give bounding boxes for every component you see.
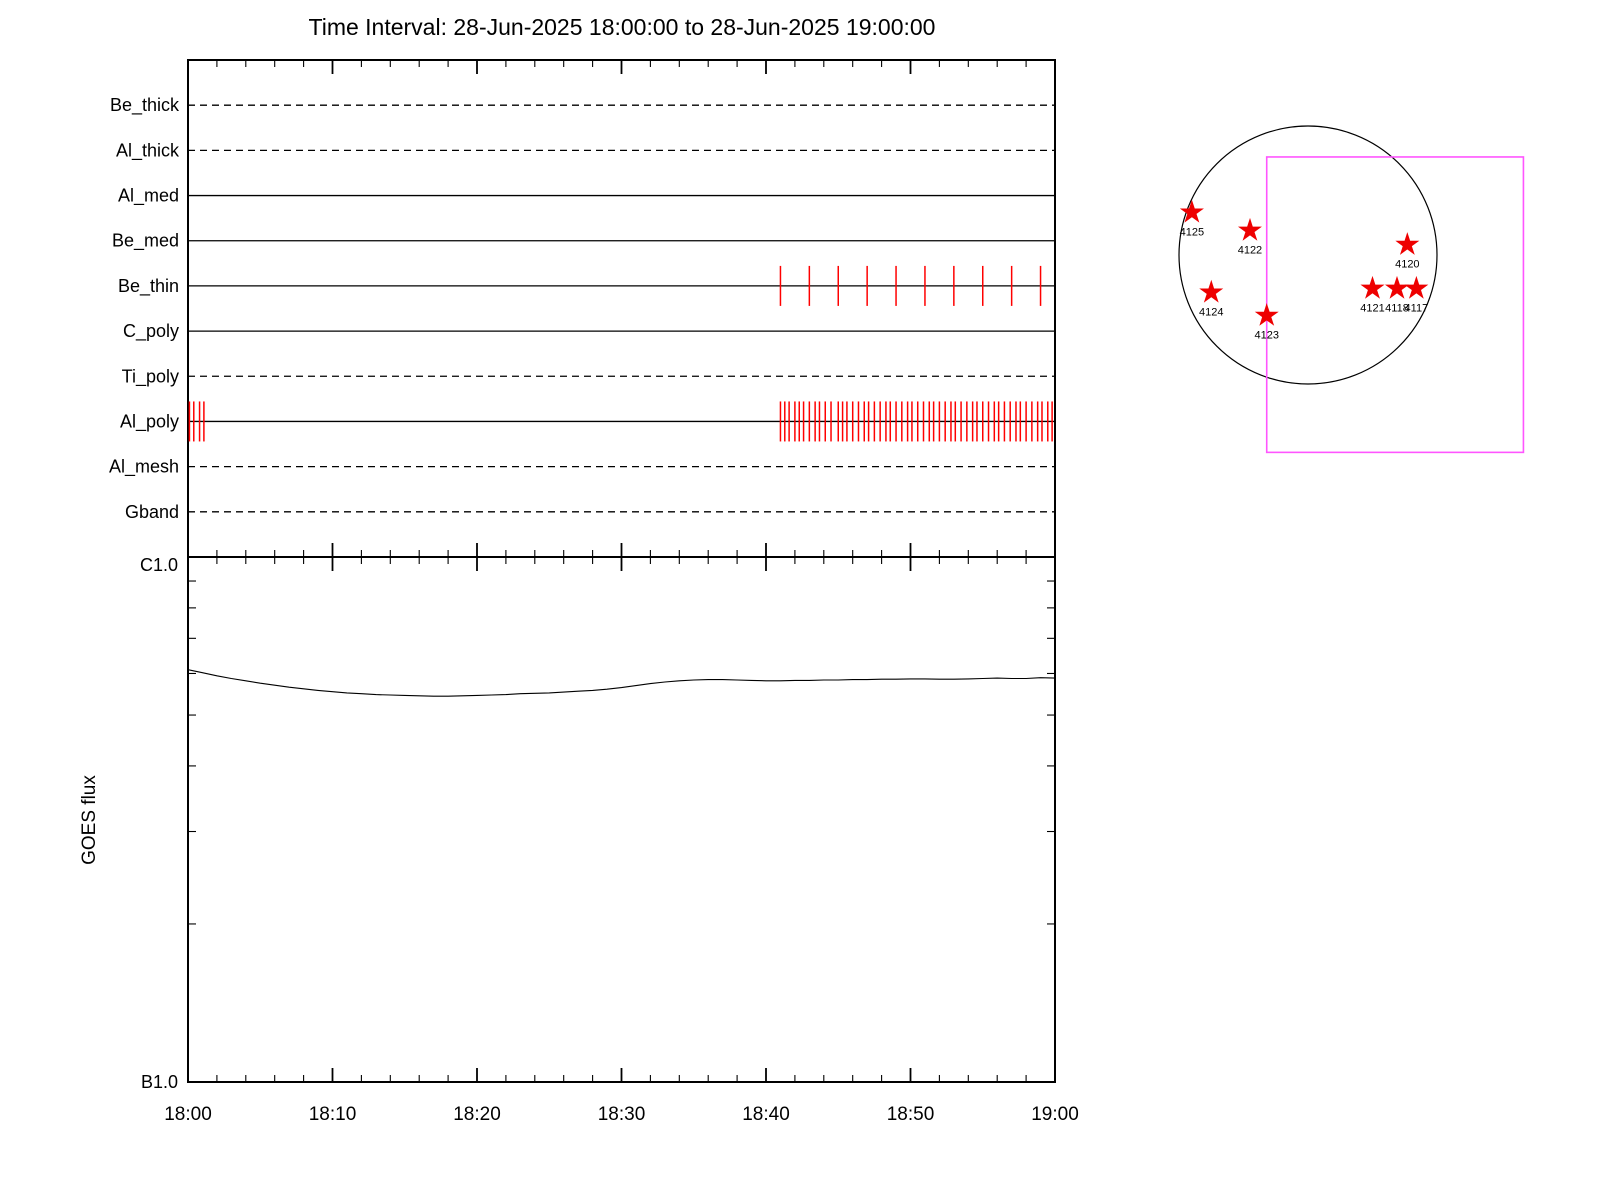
active-region-4117: 4117 <box>1404 275 1429 315</box>
channel-row-Al_med: Al_med <box>118 186 1055 207</box>
active-region-star-icon <box>1360 275 1385 299</box>
active-region-star-icon <box>1199 279 1224 303</box>
filter-panel-border <box>187 59 1056 558</box>
channel-label-Al_mesh: Al_mesh <box>109 457 179 478</box>
active-region-label: 4122 <box>1238 244 1262 256</box>
active-region-4121: 4121 <box>1360 275 1385 315</box>
active-region-4123: 4123 <box>1254 302 1279 342</box>
channel-row-Ti_poly: Ti_poly <box>122 366 1055 387</box>
channel-label-Al_poly: Al_poly <box>120 411 179 432</box>
x-tick-label: 18:40 <box>742 1104 790 1125</box>
active-region-star-icon <box>1179 199 1204 223</box>
active-region-label: 4123 <box>1254 330 1278 342</box>
goes-panel-border <box>187 556 1056 1083</box>
channel-label-Al_thick: Al_thick <box>116 140 180 161</box>
active-region-label: 4120 <box>1395 259 1419 271</box>
active-region-star-icon <box>1404 275 1429 299</box>
channel-label-Be_thick: Be_thick <box>110 95 180 116</box>
channel-row-Al_mesh: Al_mesh <box>109 457 1055 478</box>
x-tick-label: 18:20 <box>453 1104 501 1125</box>
active-region-label: 4125 <box>1180 226 1204 238</box>
y-axis-title: GOES flux <box>79 775 100 865</box>
y-axis-bottom-label: B1.0 <box>141 1072 178 1092</box>
x-tick-label: 18:10 <box>309 1104 357 1125</box>
channel-label-C_poly: C_poly <box>123 321 179 342</box>
goes-flux-curve <box>187 669 1056 697</box>
channel-row-Gband: Gband <box>125 502 1055 522</box>
channel-row-Be_thick: Be_thick <box>110 95 1055 116</box>
active-region-label: 4118 <box>1385 303 1409 315</box>
channel-label-Be_med: Be_med <box>112 231 179 252</box>
solar-disk-limb <box>1178 125 1438 385</box>
channel-label-Ti_poly: Ti_poly <box>122 366 179 387</box>
channel-row-Al_thick: Al_thick <box>116 140 1055 161</box>
x-tick-label: 18:30 <box>598 1104 646 1125</box>
active-region-label: 4121 <box>1360 303 1384 315</box>
x-tick-label: 18:50 <box>887 1104 935 1125</box>
filter-timeline-panel: Be_thick Al_thick Al_med Be_med Be_thin C_pol… <box>109 59 1056 558</box>
x-tick-label: 18:00 <box>164 1104 212 1125</box>
channel-row-C_poly: C_poly <box>123 321 1055 342</box>
active-region-4125: 4125 <box>1179 199 1204 238</box>
active-region-star-icon <box>1237 217 1262 241</box>
channel-row-Be_med: Be_med <box>112 231 1055 252</box>
x-tick-label: 19:00 <box>1031 1104 1079 1125</box>
active-region-label: 4124 <box>1199 306 1223 318</box>
active-region-label: 4117 <box>1405 303 1429 315</box>
active-region-star-icon <box>1395 232 1420 255</box>
goes-flux-panel: 18:00 18:10 18:20 18:30 18:40 18:50 19:00 C1.0 B… <box>79 555 1079 1125</box>
active-region-4122: 4122 <box>1237 217 1262 256</box>
active-region-star-icon <box>1254 302 1279 326</box>
active-region-star-icon <box>1384 275 1410 299</box>
y-axis-top-label: C1.0 <box>140 555 178 575</box>
active-region-4118: 4118 <box>1384 275 1410 315</box>
channel-label-Be_thin: Be_thin <box>118 276 179 297</box>
channel-row-Be_thin: Be_thin <box>118 265 1055 306</box>
channel-label-Gband: Gband <box>125 502 179 522</box>
channel-row-Al_poly: Al_poly <box>120 401 1055 442</box>
plot-title: Time Interval: 28-Jun-2025 18:00:00 to 2… <box>308 14 936 40</box>
active-region-4120: 4120 <box>1395 232 1420 271</box>
active-region-4124: 4124 <box>1199 279 1224 318</box>
channel-label-Al_med: Al_med <box>118 186 179 207</box>
